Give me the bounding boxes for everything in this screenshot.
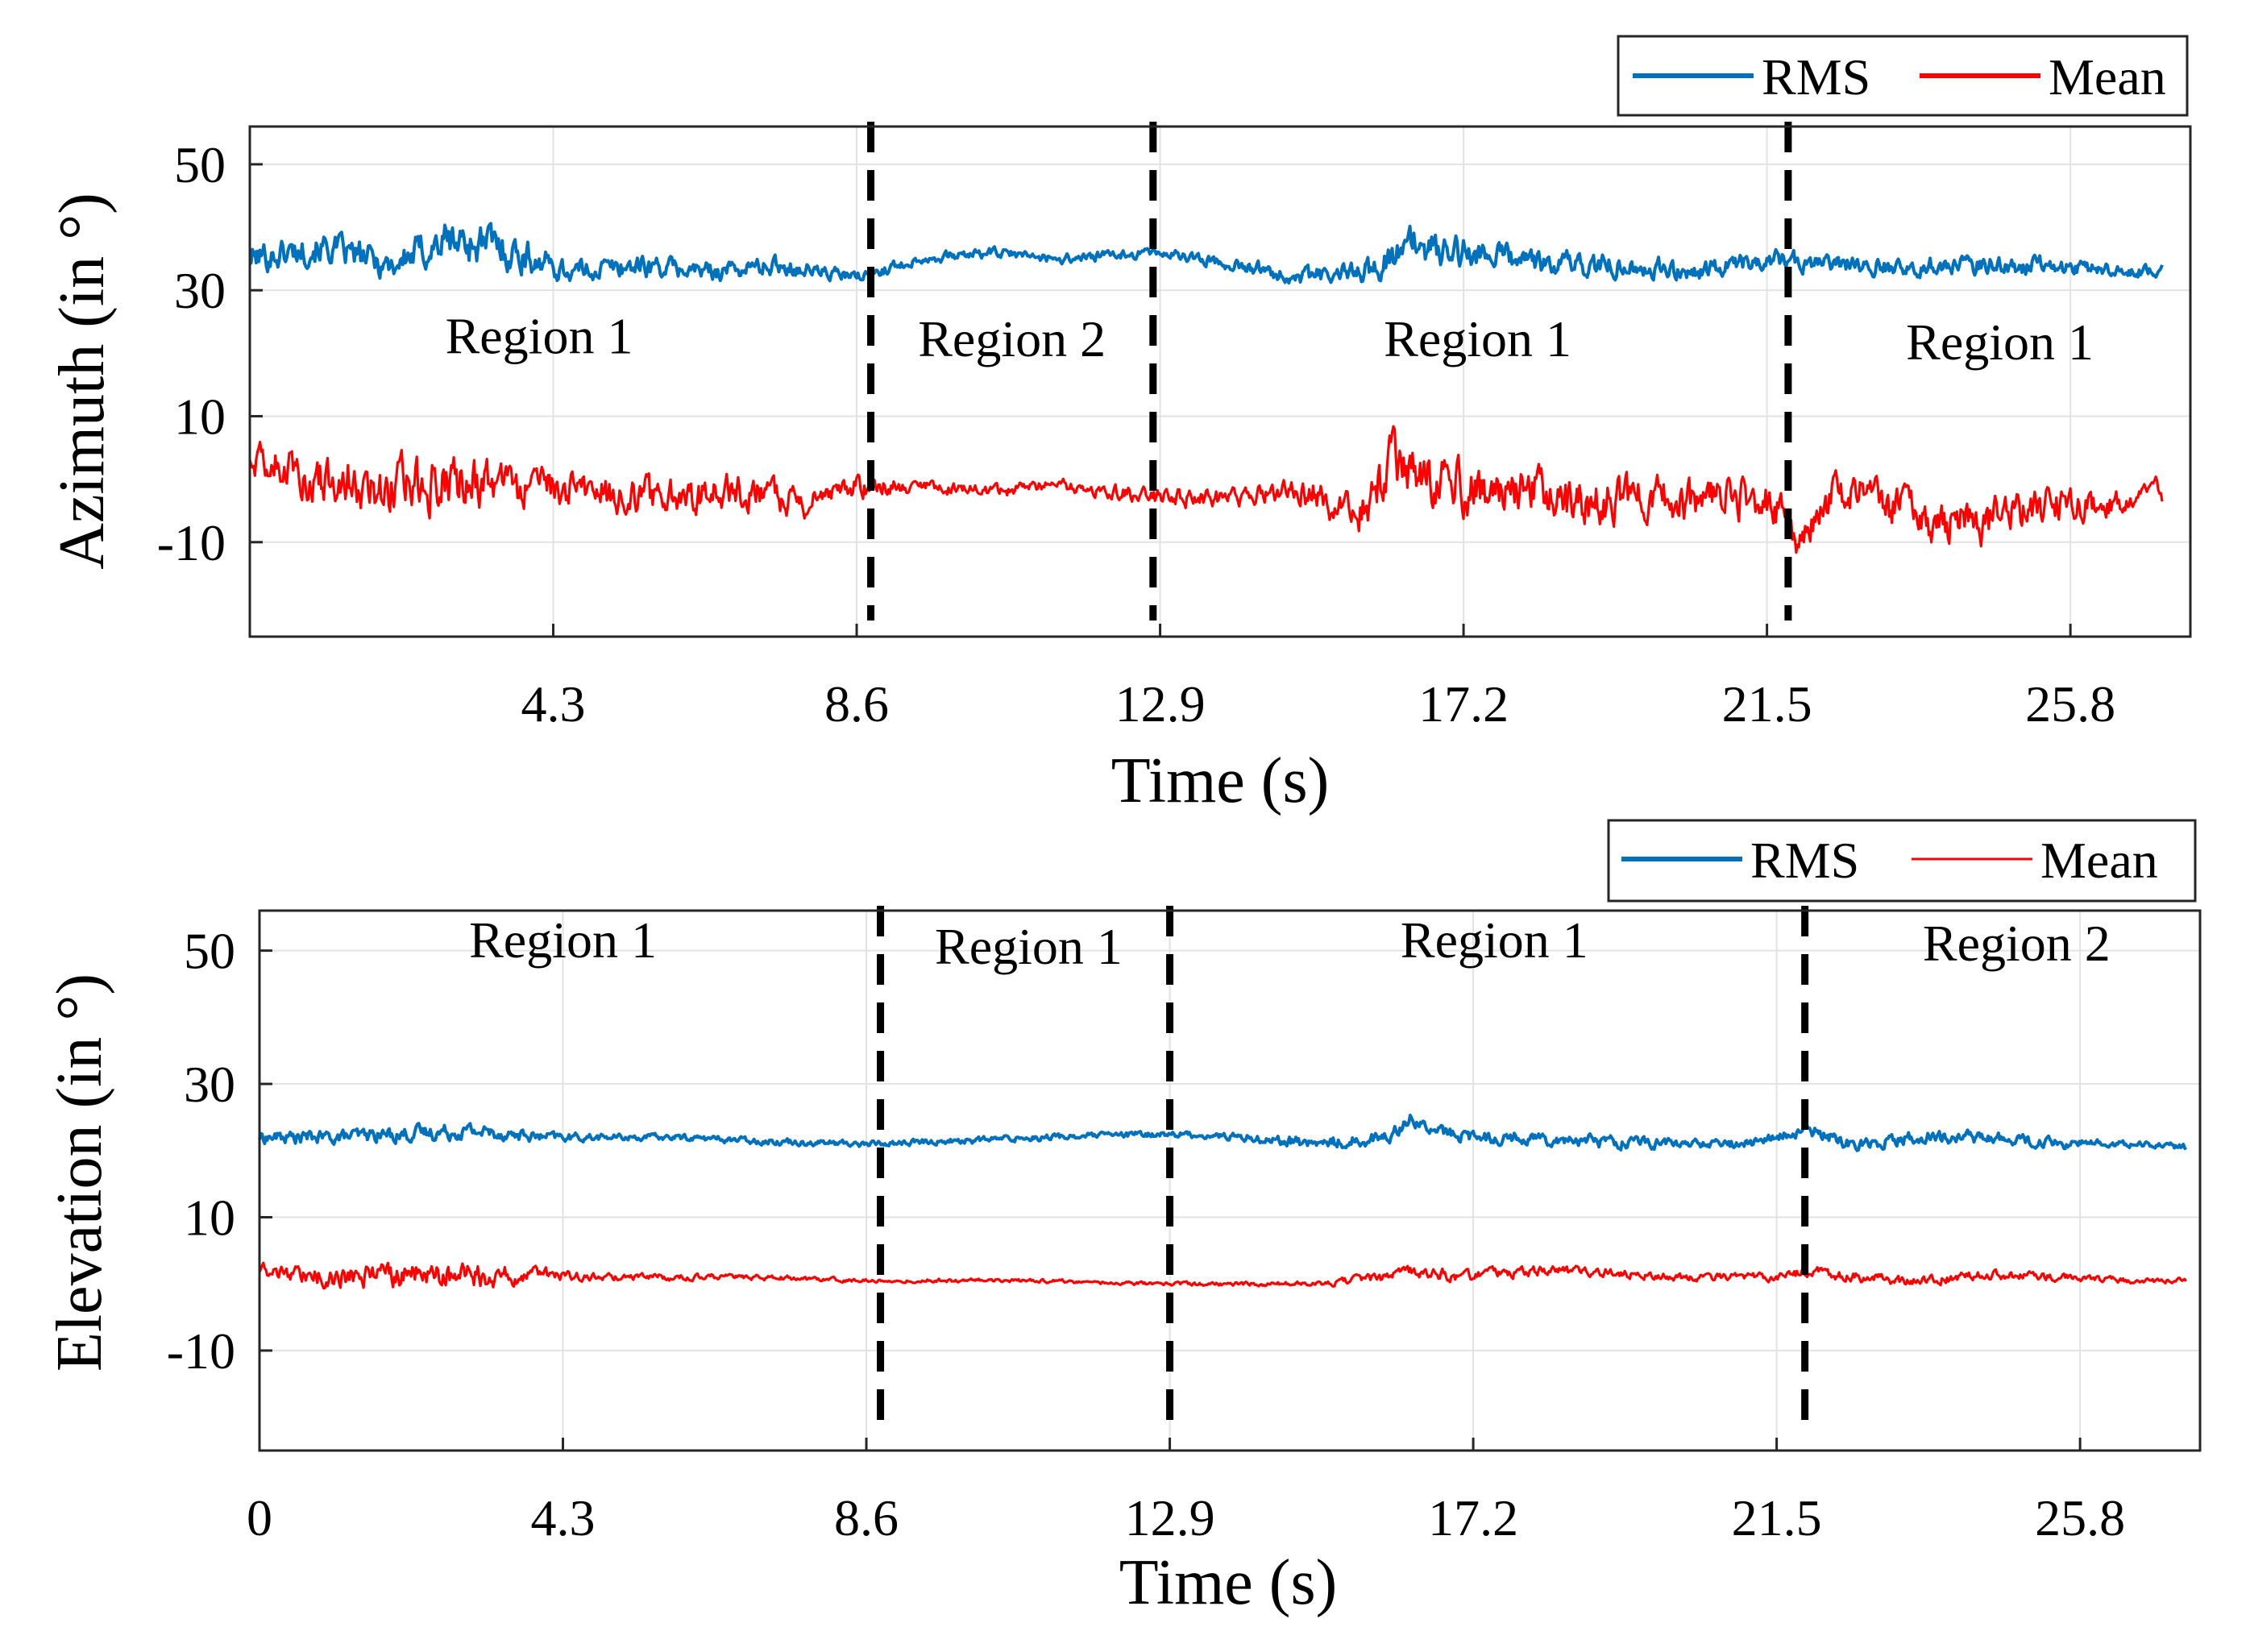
azimuth-xtick-label: 12.9 [1115, 675, 1206, 733]
region-label: Region 1 [469, 911, 657, 969]
elevation-ytick-label: 10 [184, 1189, 235, 1246]
region-label: Region 1 [935, 918, 1123, 975]
azimuth-y-ticks: 50 30 10 -10 [157, 136, 226, 571]
series-rms-line [258, 1114, 2188, 1152]
series-mean-line [248, 425, 2164, 554]
series-mean-line [258, 1261, 2187, 1290]
azimuth-legend: RMS Mean [1617, 35, 2189, 117]
elevation-ytick-label: 30 [184, 1056, 235, 1113]
elevation-xtick-label: 0 [247, 1489, 272, 1546]
elevation-xtick-label: 21.5 [1732, 1489, 1822, 1546]
region-label: Region 1 [1906, 313, 2094, 371]
azimuth-xtick-label: 17.2 [1418, 675, 1509, 733]
azimuth-ytick-label: 10 [174, 388, 226, 445]
region-label: Region 1 [446, 307, 633, 364]
elevation-series [258, 1114, 2188, 1290]
region-label: Region 2 [918, 310, 1106, 367]
elevation-xtick-label: 8.6 [834, 1489, 899, 1546]
elevation-x-ticks: 0 4.3 8.6 12.9 17.2 21.5 25.8 [247, 1489, 2125, 1546]
azimuth-grid [250, 127, 2190, 637]
elevation-chart: 50 30 10 -10 0 4.3 8.6 12.9 17.2 21.5 25… [44, 819, 2202, 1618]
azimuth-ytick-label: 30 [174, 262, 226, 319]
elevation-ytick-label: -10 [167, 1322, 235, 1380]
azimuth-ytick-label: 50 [174, 136, 226, 193]
region-label: Region 1 [1384, 310, 1571, 367]
azimuth-xtick-label: 25.8 [2025, 675, 2115, 733]
azimuth-xtick-label: 4.3 [521, 675, 586, 733]
azimuth-x-axis-label: Time (s) [1111, 745, 1329, 816]
legend-rms-label: RMS [1762, 48, 1870, 106]
azimuth-xtick-label: 21.5 [1722, 675, 1812, 733]
elevation-plot-area [259, 911, 2200, 1451]
elevation-xtick-label: 4.3 [531, 1489, 596, 1546]
azimuth-x-ticks: 4.3 8.6 12.9 17.2 21.5 25.8 [521, 675, 2116, 733]
elevation-y-axis-label: Elevation (in °) [44, 973, 115, 1372]
azimuth-xtick-label: 8.6 [824, 675, 889, 733]
elevation-legend: RMS Mean [1607, 819, 2197, 903]
elevation-x-axis-label: Time (s) [1119, 1547, 1337, 1618]
series-rms-line [248, 222, 2164, 285]
azimuth-axes-box [248, 125, 2192, 638]
elevation-xtick-label: 12.9 [1125, 1489, 1215, 1546]
elevation-y-ticks: 50 30 10 -10 [167, 923, 235, 1380]
elevation-xtick-label: 17.2 [1428, 1489, 1518, 1546]
elevation-region-boundaries [877, 906, 1809, 1434]
elevation-axes-box [258, 909, 2202, 1452]
elevation-region-labels: Region 1 Region 1 Region 1 Region 2 [469, 911, 2111, 975]
legend-mean-label: Mean [2040, 832, 2158, 889]
azimuth-series [248, 222, 2164, 554]
legend-rms-label: RMS [1750, 832, 1859, 889]
elevation-xtick-label: 25.8 [2035, 1489, 2125, 1546]
azimuth-y-axis-label: Azimuth (in °) [47, 193, 118, 569]
azimuth-region-labels: Region 1 Region 2 Region 1 Region 1 [446, 307, 2094, 371]
azimuth-plot-area [250, 127, 2190, 637]
elevation-ytick-label: 50 [184, 923, 235, 980]
legend-mean-label: Mean [2049, 48, 2166, 106]
region-label: Region 1 [1401, 911, 1588, 969]
azimuth-ytick-label: -10 [157, 514, 226, 571]
region-label: Region 2 [1923, 915, 2111, 972]
azimuth-chart: 50 30 10 -10 4.3 8.6 12.9 17.2 21.5 25.8… [47, 35, 2192, 816]
azimuth-region-boundaries [867, 122, 1792, 621]
